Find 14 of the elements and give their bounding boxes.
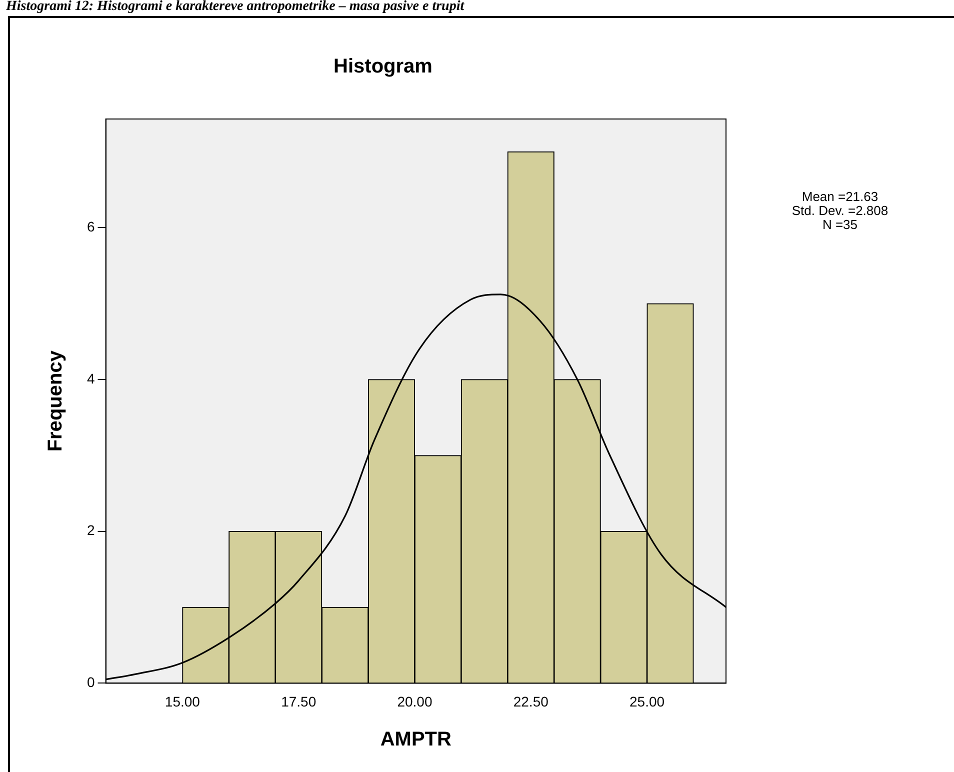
y-tick-label: 0 [86,674,95,690]
x-tick-label: 22.50 [513,693,549,710]
y-tick-label: 4 [86,370,95,386]
x-axis-title: AMPTR [380,728,452,751]
x-tick-label: 20.00 [397,693,432,710]
chart-title: Histogram [334,56,432,78]
text: Mean =21.63 Std. Dev. =2.808 N =35 [790,189,890,232]
x-tick-label: 17.50 [281,693,316,710]
y-tick-label: 2 [86,522,95,538]
y-axis-title: Frequency [44,350,67,452]
text: Histogrami 12: Histogrami e karaktereve antropometrike – masa pasive e trupit [6,0,464,15]
x-tick-label: 15.00 [164,693,200,710]
y-tick-label: 6 [86,218,95,234]
x-tick-label: 25.00 [630,693,665,710]
